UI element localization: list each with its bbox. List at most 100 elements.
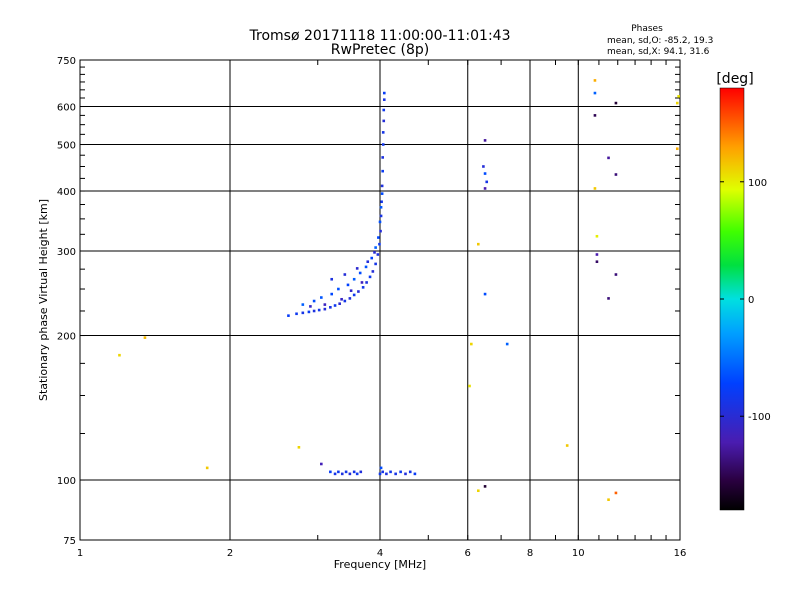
- y-tick-label: 300: [57, 247, 76, 258]
- data-point: [485, 180, 489, 184]
- data-point: [374, 262, 377, 266]
- x-tick-label: 6: [465, 548, 471, 559]
- data-point: [312, 299, 316, 303]
- y-tick-label: 500: [57, 141, 76, 152]
- data-point: [382, 98, 386, 101]
- data-point: [377, 236, 380, 239]
- data-point: [329, 470, 332, 474]
- data-point: [378, 472, 382, 476]
- data-point: [593, 114, 597, 117]
- data-points: [118, 79, 680, 501]
- data-point: [675, 147, 679, 151]
- data-point: [320, 462, 323, 466]
- data-point: [365, 281, 368, 284]
- data-point: [355, 267, 359, 270]
- data-point: [337, 470, 340, 474]
- data-point: [323, 307, 327, 311]
- data-point: [370, 256, 374, 260]
- data-point: [468, 384, 471, 388]
- data-point: [366, 260, 370, 264]
- data-point: [323, 303, 327, 306]
- data-point: [378, 242, 381, 246]
- x-axis-label: Frequency [MHz]: [334, 558, 426, 571]
- data-point: [381, 131, 385, 134]
- data-point: [614, 491, 618, 495]
- y-axis-label: Stationary phase Virtual Height [km]: [37, 199, 50, 401]
- data-point: [301, 311, 305, 315]
- data-point: [394, 472, 397, 476]
- data-point: [352, 293, 356, 297]
- data-point: [307, 310, 311, 314]
- data-point: [287, 314, 290, 317]
- data-point: [614, 173, 618, 176]
- data-point: [295, 312, 298, 316]
- y-tick-label: 200: [57, 332, 76, 343]
- colorbar-tick-label: 0: [748, 295, 754, 306]
- data-point: [359, 470, 363, 474]
- data-point: [309, 305, 312, 308]
- data-point: [361, 286, 365, 289]
- chart-subtitle: RwPretec (8p): [331, 42, 429, 58]
- data-point: [333, 472, 337, 476]
- data-point: [483, 139, 487, 142]
- data-point: [317, 308, 321, 312]
- data-point: [337, 287, 340, 291]
- data-point: [320, 296, 323, 299]
- data-point: [352, 470, 356, 474]
- data-point: [340, 297, 343, 301]
- colorbar-ticks: 100 0 -100: [720, 178, 771, 423]
- data-point: [382, 119, 386, 123]
- data-point: [483, 485, 487, 488]
- data-point: [607, 498, 610, 501]
- data-point: [382, 91, 386, 95]
- data-point: [357, 290, 360, 293]
- data-point: [360, 281, 364, 284]
- data-point: [408, 470, 412, 474]
- data-point: [482, 165, 485, 168]
- data-point: [607, 156, 610, 160]
- data-point: [593, 91, 597, 95]
- data-point: [379, 205, 383, 209]
- data-point: [118, 353, 121, 357]
- data-point: [675, 101, 679, 105]
- data-point: [381, 470, 384, 474]
- colorbar-label: [deg]: [716, 71, 753, 87]
- data-point: [348, 472, 352, 476]
- x-tick-label: 2: [227, 548, 233, 559]
- data-point: [346, 283, 350, 287]
- data-point: [380, 184, 384, 188]
- data-point: [330, 277, 334, 281]
- legend-line-x: mean, sd,X: 94.1, 31.6: [607, 47, 710, 57]
- data-point: [338, 302, 341, 305]
- data-point: [343, 299, 347, 303]
- data-point: [477, 489, 480, 493]
- data-point: [378, 220, 382, 224]
- data-point: [614, 273, 618, 276]
- data-point: [297, 446, 301, 449]
- data-point: [477, 242, 480, 246]
- data-point: [143, 336, 147, 339]
- data-point: [379, 229, 382, 233]
- data-point: [483, 187, 487, 190]
- data-point: [373, 251, 376, 254]
- data-point: [505, 342, 509, 346]
- data-point: [483, 292, 487, 296]
- data-point: [329, 306, 332, 309]
- data-point: [565, 444, 569, 447]
- data-point: [380, 192, 384, 195]
- y-tick-label: 600: [57, 103, 76, 114]
- data-point: [470, 342, 473, 346]
- data-point: [348, 297, 352, 300]
- data-point: [382, 108, 386, 112]
- data-point: [330, 292, 334, 296]
- data-point: [374, 246, 377, 249]
- x-tick-label: 16: [674, 548, 687, 559]
- data-point: [677, 95, 680, 98]
- data-point: [381, 143, 385, 146]
- data-point: [389, 470, 392, 474]
- y-tick-label: 75: [63, 536, 76, 547]
- plot-grid: [80, 60, 680, 540]
- data-point: [301, 303, 305, 306]
- data-point: [380, 200, 383, 204]
